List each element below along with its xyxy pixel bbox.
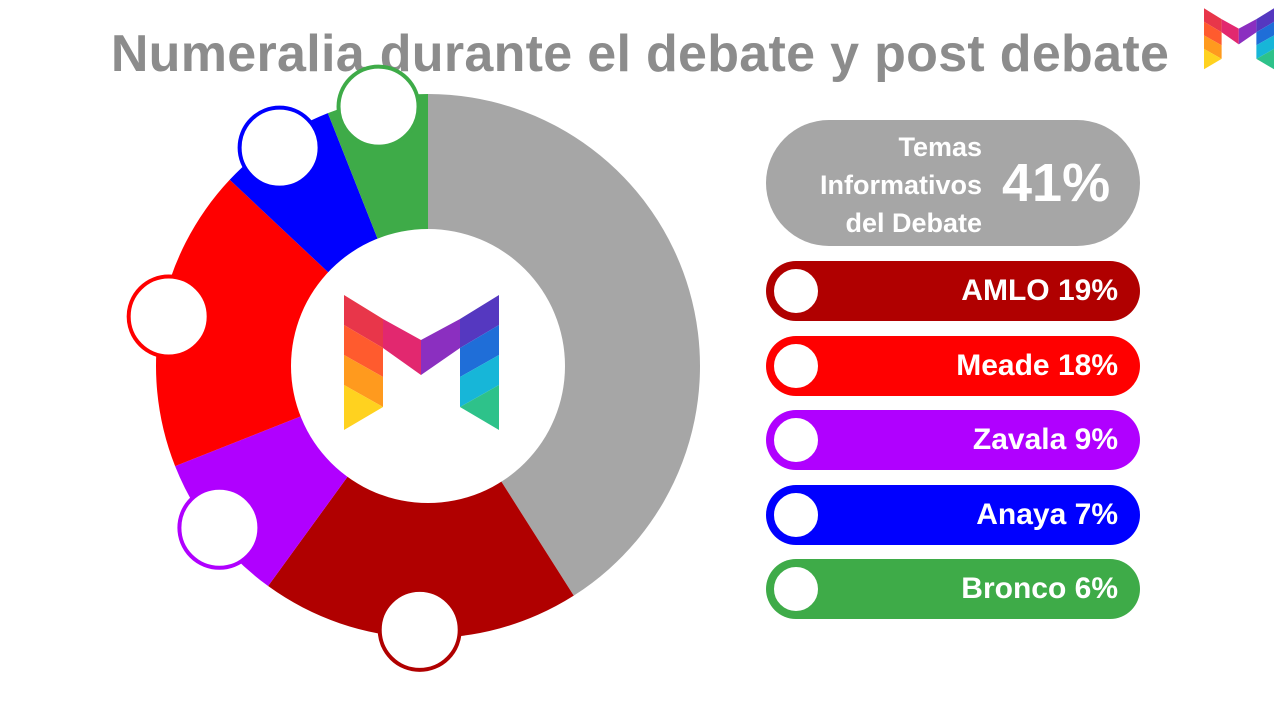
avatar-bronco	[336, 64, 421, 149]
avatar-zavala	[177, 485, 262, 570]
summary-value: 41%	[1002, 153, 1111, 213]
avatar	[771, 341, 821, 391]
center-m-logo-icon	[344, 295, 499, 430]
summary-label: Temas Informativos del Debate	[819, 132, 982, 238]
avatar-meade	[126, 274, 211, 359]
legend-item-bronco: Bronco 6%	[766, 559, 1140, 619]
avatar	[771, 564, 821, 614]
legend-label: Meade 18%	[956, 349, 1118, 382]
legend-label: Zavala 9%	[972, 423, 1118, 456]
avatar-amlo	[377, 587, 462, 672]
avatar	[771, 415, 821, 465]
legend-item-zavala: Zavala 9%	[766, 410, 1140, 470]
page-title: Numeralia durante el debate y post debat…	[110, 25, 1170, 83]
avatar	[771, 490, 821, 540]
m-logo-icon	[1204, 8, 1274, 70]
legend-item-meade: Meade 18%	[766, 336, 1140, 396]
legend-label: AMLO 19%	[961, 274, 1118, 307]
legend-label: Anaya 7%	[976, 498, 1118, 531]
avatar-anaya	[237, 105, 322, 190]
legend-item-amlo: AMLO 19%	[766, 261, 1140, 321]
legend-item-anaya: Anaya 7%	[766, 485, 1140, 545]
legend-label: Bronco 6%	[961, 572, 1118, 605]
avatar	[771, 266, 821, 316]
summary-pill: Temas Informativos del Debate 41%	[766, 120, 1140, 246]
donut-slice-amlo	[268, 446, 574, 638]
